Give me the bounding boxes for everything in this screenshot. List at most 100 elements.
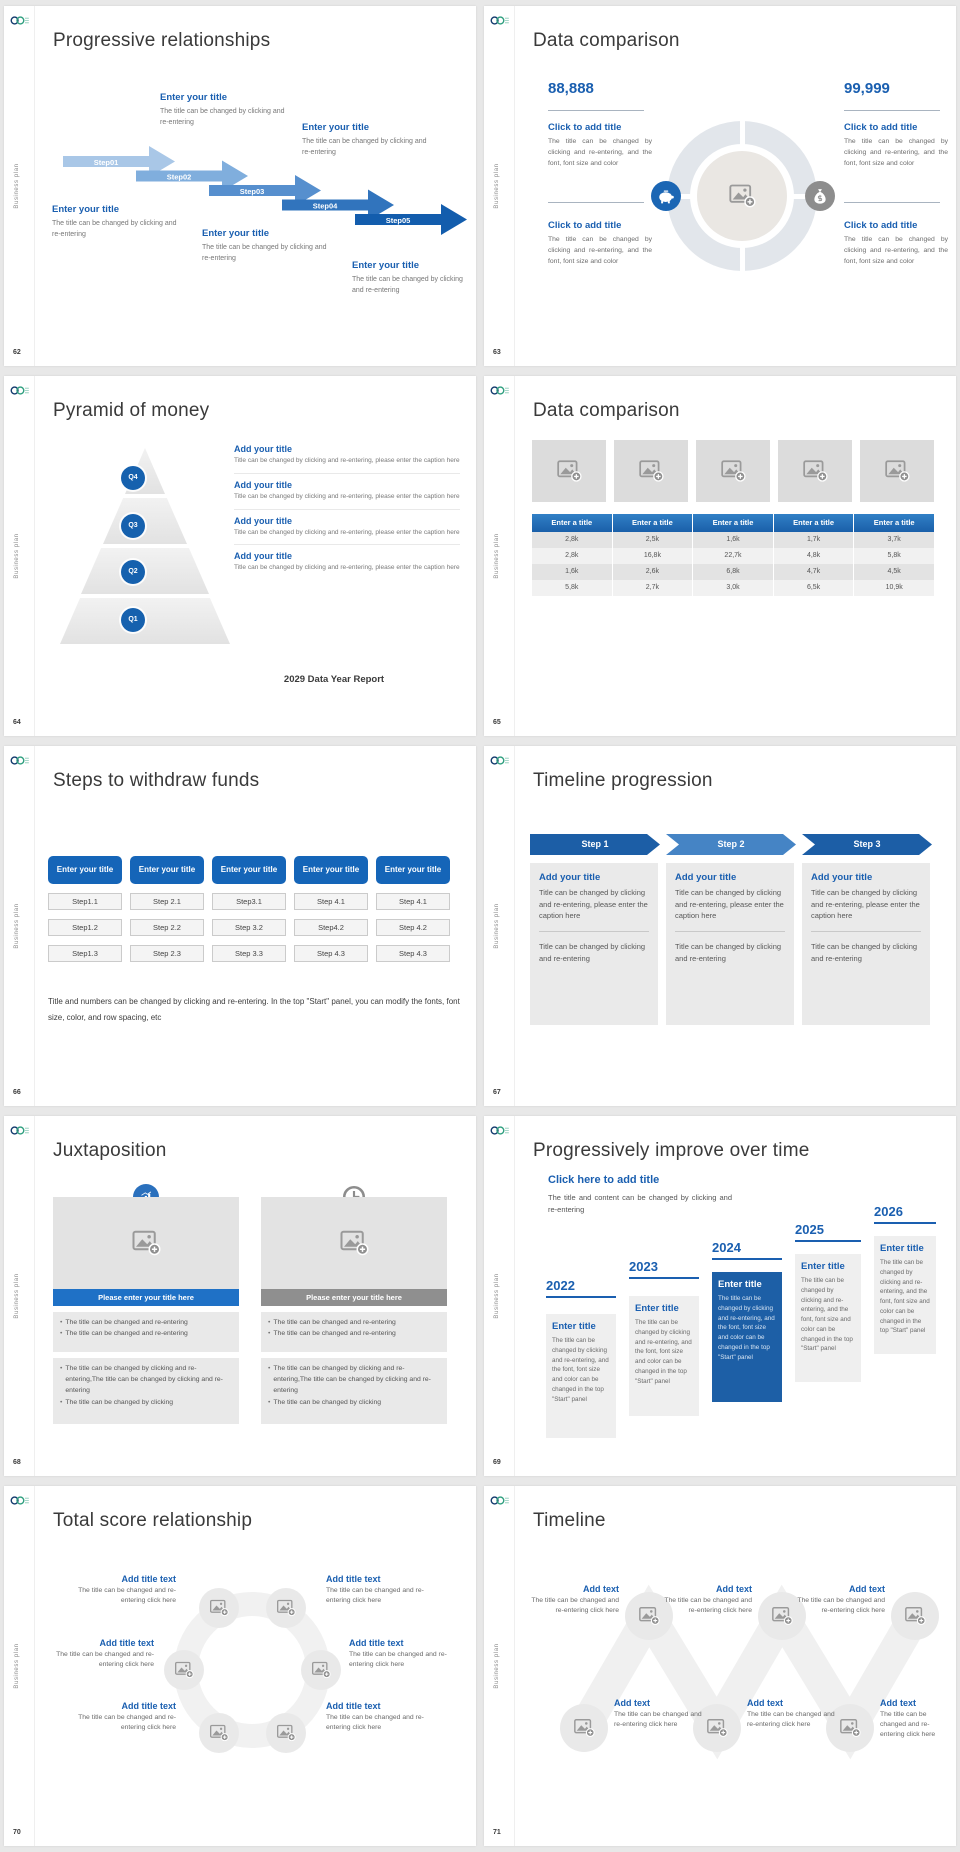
- bullet-dot: •: [268, 1365, 271, 1372]
- list-item: Add your title Title can be changed by c…: [234, 510, 460, 546]
- slide-62-thumbnail[interactable]: Business plan 62 Progressive relationshi…: [4, 6, 476, 366]
- image-placeholder-row: [532, 440, 934, 502]
- sidebar-vertical-label: Business plan: [494, 903, 500, 949]
- slide-71-thumbnail[interactable]: Business plan 71 Timeline Add text The t…: [484, 1486, 956, 1846]
- item-title: Add your title: [234, 551, 292, 562]
- slide-70-thumbnail[interactable]: Business plan 70 Total score relationshi…: [4, 1486, 476, 1846]
- image-placeholder-circle: [758, 1592, 806, 1640]
- donut-graphic: [667, 121, 817, 271]
- step-cell: Step4.2: [294, 919, 368, 936]
- section-heading: Click here to add title: [548, 1174, 660, 1186]
- image-placeholder-circle: [891, 1592, 939, 1640]
- ring-text-block: Add title text The title can be changed …: [64, 1574, 176, 1606]
- column-header: Enter a title: [532, 514, 613, 532]
- item-title: Click to add title: [844, 122, 918, 133]
- table-cell: 2,8k: [532, 548, 613, 564]
- slide-67-thumbnail[interactable]: Business plan 67 Timeline progression St…: [484, 746, 956, 1106]
- money-bag-icon: [811, 187, 829, 205]
- slide-66-thumbnail[interactable]: Business plan 66 Steps to withdraw funds…: [4, 746, 476, 1106]
- data-table: Enter a title Enter a title Enter a titl…: [532, 514, 934, 596]
- year-label: 2023: [629, 1259, 699, 1279]
- slide-number: 64: [13, 719, 21, 726]
- table-row: 2,8k 16,8k 22,7k 4,8k 5,8k: [532, 548, 934, 564]
- table-row: 1,6k 2,6k 6,8k 4,7k 4,5k: [532, 564, 934, 580]
- divider: [811, 930, 921, 932]
- brand-logo-icon: [10, 385, 30, 396]
- slide-68-thumbnail[interactable]: Business plan 68 Juxtaposition Please en…: [4, 1116, 476, 1476]
- table-cell: 3,7k: [887, 536, 901, 543]
- step-cell: Step 4.3: [376, 945, 450, 962]
- slide-69-thumbnail[interactable]: Business plan 69 Progressively improve o…: [484, 1116, 956, 1476]
- ring-text-block: Add title text The title can be changed …: [42, 1638, 154, 1670]
- slide-title: Data comparison: [533, 400, 680, 421]
- slide-number: 66: [13, 1089, 21, 1096]
- table-cell: 2,5k: [613, 532, 694, 548]
- item-title: Add text: [716, 1584, 752, 1594]
- image-placeholder: [778, 440, 852, 502]
- timeline-text-block: Add text The title can be changed and re…: [790, 1584, 885, 1616]
- item-caption: Title can be changed by clicking and re-…: [811, 888, 920, 921]
- step-column: Enter your title Step 4.1 Step4.2 Step 4…: [294, 856, 368, 962]
- step-panel: Add your title Title can be changed by c…: [802, 863, 930, 1025]
- timeline-text-block: Add text The title can be changed and re…: [524, 1584, 619, 1616]
- step-arrow-banner: Step 1: [530, 834, 660, 855]
- step-label: Step05: [386, 216, 411, 225]
- bullet-dot: •: [60, 1365, 63, 1372]
- table-cell: 16,8k: [613, 548, 694, 564]
- image-placeholder-icon: [311, 1660, 331, 1680]
- item-caption: The title can be changed by clicking and…: [548, 236, 652, 265]
- step-cell: Step 2.1: [130, 893, 204, 910]
- item-caption: The title can be changed by clicking and…: [844, 236, 948, 265]
- item-title: Add your title: [234, 444, 292, 454]
- ring-text-block: Add title text The title can be changed …: [349, 1638, 461, 1670]
- column-header: Enter your title: [48, 856, 122, 884]
- bullet-item: • The title can be changed by clicking an…: [268, 1363, 440, 1397]
- pyramid-graphic: Q4 Q3 Q2 Q1: [60, 448, 230, 648]
- table-cell: 5,8k: [887, 552, 901, 559]
- comparison-card-right: Please enter your title here • The title …: [261, 1180, 447, 1424]
- table-cell: 5,8k: [532, 580, 613, 596]
- slide-65-thumbnail[interactable]: Business plan 65 Data comparison Enter a…: [484, 376, 956, 736]
- ring-text-block: Add title text The title can be changed …: [326, 1701, 438, 1733]
- step-cell: Step3.1: [212, 893, 286, 910]
- sidebar-vertical-label: Business plan: [494, 163, 500, 209]
- year-panel: Enter title The title can be changed by …: [546, 1314, 616, 1438]
- item-caption: The title can be changed and re-entering…: [880, 1711, 936, 1739]
- sidebar-vertical-label: Business plan: [494, 1643, 500, 1689]
- bullet-dot: •: [268, 1330, 271, 1338]
- image-placeholder-icon: [276, 1598, 296, 1618]
- sidebar-vertical-label: Business plan: [14, 903, 20, 949]
- item-title: Click to add title: [844, 220, 918, 231]
- step-column: Enter your title Step 4.1 Step 4.2 Step …: [376, 856, 450, 962]
- year-label: 2022: [546, 1278, 616, 1298]
- item-caption: The title can be changed by clicking and…: [302, 138, 427, 157]
- divider: [548, 110, 644, 111]
- timeline-text-block: Add text The title can be changed and re…: [880, 1698, 950, 1741]
- item-title: Add title text: [349, 1638, 404, 1648]
- slide-64-thumbnail[interactable]: Business plan 64 Pyramid of money Q4 Q3 …: [4, 376, 476, 736]
- bullet-text: The title can be changed by clicking: [273, 1398, 382, 1406]
- step-label: Step01: [94, 158, 119, 167]
- slide-title: Juxtaposition: [53, 1140, 167, 1161]
- sidebar-vertical-label: Business plan: [14, 1643, 20, 1689]
- item-caption: The title can be changed by clicking and…: [844, 138, 948, 167]
- slide-side-strip: Business plan 64: [4, 376, 35, 736]
- bullet-box: • The title can be changed and re-enterin…: [261, 1312, 447, 1352]
- image-placeholder-circle: [266, 1713, 306, 1753]
- item-caption: The title can be changed and re-entering…: [614, 1711, 702, 1729]
- table-header-row: Enter a title Enter a title Enter a titl…: [532, 514, 934, 532]
- step-cell: Step 4.2: [376, 919, 450, 936]
- item-caption: The title can be changed and re-entering…: [78, 1587, 176, 1605]
- year-label: 2025: [795, 1222, 861, 1242]
- divider: [844, 202, 940, 203]
- slide-side-strip: Business plan 65: [484, 376, 515, 736]
- table-cell: 10,9k: [885, 584, 903, 591]
- stat-value-left: 88,888: [548, 80, 594, 97]
- bullet-dot: •: [60, 1319, 63, 1326]
- step-text-block: Enter your title The title can be change…: [160, 92, 292, 128]
- column-header: Enter your title: [294, 856, 368, 884]
- step-cell: Step 2.2: [130, 919, 204, 936]
- item-caption: The title can be changed and re-entering…: [747, 1711, 835, 1729]
- slide-63-thumbnail[interactable]: Business plan 63 Data comparison 88,888 …: [484, 6, 956, 366]
- item-caption: The title can be changed by clicking and…: [552, 1337, 609, 1403]
